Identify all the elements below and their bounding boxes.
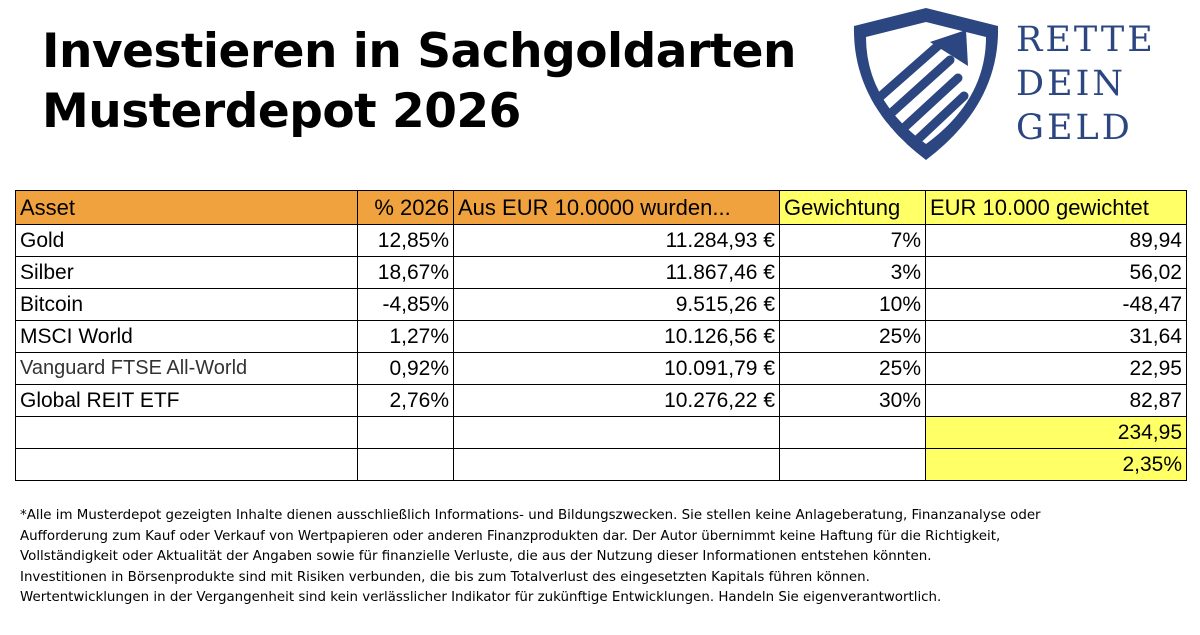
depot-table: Asset % 2026 Aus EUR 10.0000 wurden... G… xyxy=(15,190,1187,481)
logo-wordmark: RETTE DEIN GELD xyxy=(1016,18,1156,150)
cell-pct: 18,67% xyxy=(357,256,454,289)
cell-amount: 11.867,46 € xyxy=(453,256,780,289)
disclaimer-line-1: *Alle im Musterdepot gezeigten Inhalte d… xyxy=(20,508,1041,523)
total-value: 234,95 xyxy=(925,416,1187,449)
cell-weighted: -48,47 xyxy=(925,288,1187,321)
table-row: MSCI World 1,27% 10.126,56 € 25% 31,64 xyxy=(15,320,1187,353)
cell-pct: 2,76% xyxy=(357,384,454,417)
logo-line-2: DEIN xyxy=(1016,64,1127,104)
cell-pct: 12,85% xyxy=(357,224,454,257)
header-pct: % 2026 xyxy=(357,190,454,225)
cell-weight: 3% xyxy=(779,256,926,289)
empty-cell xyxy=(453,448,780,481)
cell-amount: 10.126,56 € xyxy=(453,320,780,353)
cell-weight: 25% xyxy=(779,320,926,353)
cell-amount: 9.515,26 € xyxy=(453,288,780,321)
cell-asset: Vanguard FTSE All-World xyxy=(15,352,358,385)
disclaimer-line-4: Investitionen in Börsenprodukte sind mit… xyxy=(20,569,870,585)
total-row: 234,95 xyxy=(15,416,1187,449)
cell-weighted: 82,87 xyxy=(925,384,1187,417)
logo-line-1: RETTE xyxy=(1016,20,1156,60)
table-row: Vanguard FTSE All-World 0,92% 10.091,79 … xyxy=(15,352,1187,385)
table-row: Silber 18,67% 11.867,46 € 3% 56,02 xyxy=(15,256,1187,289)
cell-weight: 10% xyxy=(779,288,926,321)
empty-cell xyxy=(779,448,926,481)
logo-line-3: GELD xyxy=(1016,108,1133,148)
cell-pct: 0,92% xyxy=(357,352,454,385)
cell-weighted: 31,64 xyxy=(925,320,1187,353)
disclaimer-line-3: Vollständigkeit oder Aktualität der Anga… xyxy=(20,549,932,564)
title-line-2: Musterdepot 2026 xyxy=(42,84,521,139)
cell-weight: 25% xyxy=(779,352,926,385)
table-row: Bitcoin -4,85% 9.515,26 € 10% -48,47 xyxy=(15,288,1187,321)
brand-logo: RETTE DEIN GELD xyxy=(846,4,1176,164)
total-pct-value: 2,35% xyxy=(925,448,1187,481)
cell-weighted: 56,02 xyxy=(925,256,1187,289)
page-title: Investieren in Sachgoldarten Musterdepot… xyxy=(42,22,796,142)
cell-weighted: 89,94 xyxy=(925,224,1187,257)
header-weighted: EUR 10.000 gewichtet xyxy=(925,190,1187,225)
header-asset: Asset xyxy=(15,190,358,225)
empty-cell xyxy=(357,416,454,449)
empty-cell xyxy=(15,448,358,481)
cell-asset: Bitcoin xyxy=(15,288,358,321)
total-pct-row: 2,35% xyxy=(15,448,1187,481)
cell-amount: 10.276,22 € xyxy=(453,384,780,417)
table-header-row: Asset % 2026 Aus EUR 10.0000 wurden... G… xyxy=(15,190,1187,225)
title-line-1: Investieren in Sachgoldarten xyxy=(42,24,796,79)
cell-asset: MSCI World xyxy=(15,320,358,353)
empty-cell xyxy=(453,416,780,449)
empty-cell xyxy=(779,416,926,449)
empty-cell xyxy=(15,416,358,449)
header-weight: Gewichtung xyxy=(779,190,926,225)
cell-pct: -4,85% xyxy=(357,288,454,321)
cell-pct: 1,27% xyxy=(357,320,454,353)
disclaimer-line-2: Aufforderung zum Kauf oder Verkauf von W… xyxy=(20,528,1001,544)
header-amount: Aus EUR 10.0000 wurden... xyxy=(453,190,780,225)
empty-cell xyxy=(357,448,454,481)
cell-weight: 7% xyxy=(779,224,926,257)
shield-arrow-icon xyxy=(853,8,999,160)
table-row: Gold 12,85% 11.284,93 € 7% 89,94 xyxy=(15,224,1187,257)
cell-amount: 10.091,79 € xyxy=(453,352,780,385)
cell-asset: Silber xyxy=(15,256,358,289)
disclaimer-line-5: Wertentwicklungen in der Vergangenheit s… xyxy=(20,590,942,605)
cell-amount: 11.284,93 € xyxy=(453,224,780,257)
cell-weighted: 22,95 xyxy=(925,352,1187,385)
cell-asset: Global REIT ETF xyxy=(15,384,358,417)
cell-asset: Gold xyxy=(15,224,358,257)
table-row: Global REIT ETF 2,76% 10.276,22 € 30% 82… xyxy=(15,384,1187,417)
cell-weight: 30% xyxy=(779,384,926,417)
disclaimer-text: *Alle im Musterdepot gezeigten Inhalte d… xyxy=(20,506,1190,609)
